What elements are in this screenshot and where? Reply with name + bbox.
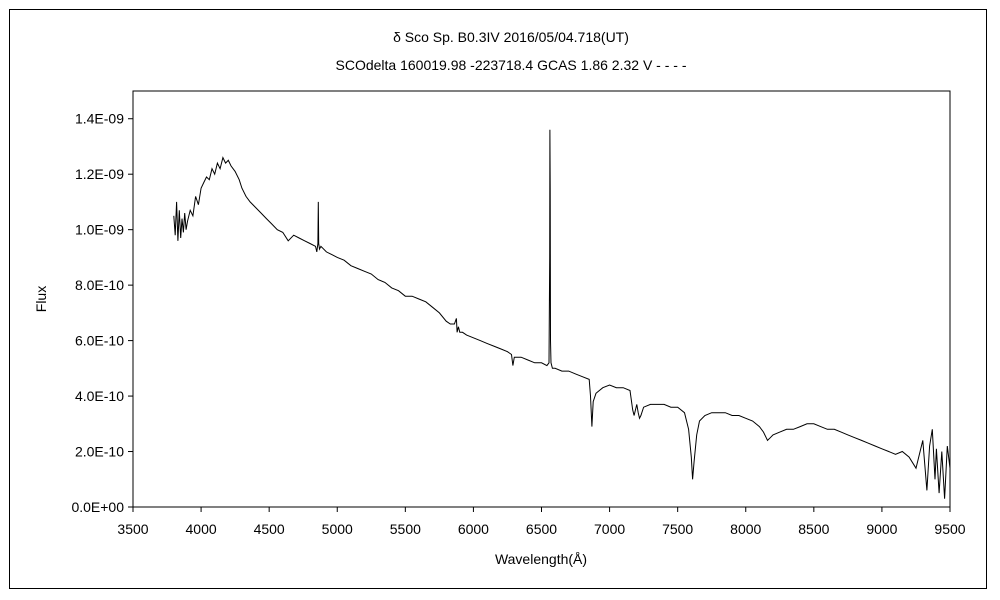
x-tick-label: 9000 [866, 521, 897, 537]
x-tick-label: 4500 [254, 521, 285, 537]
y-tick-label: 4.0E-10 [75, 388, 124, 404]
spectrum-series-line [173, 129, 951, 499]
x-tick-label: 7000 [594, 521, 625, 537]
y-tick-label: 1.0E-09 [75, 222, 124, 238]
x-axis-label: Wavelength(Å) [495, 551, 587, 567]
chart-subtitle: SCOdelta 160019.98 -223718.4 GCAS 1.86 2… [336, 57, 687, 73]
x-axis: 3500 4000 4500 5000 5500 6000 6500 7000 7500 8000… [117, 507, 966, 537]
x-tick-label: 8000 [730, 521, 761, 537]
y-tick-label: 1.4E-09 [75, 111, 124, 127]
chart-title: δ Sco Sp. B0.3IV 2016/05/04.718(UT) [393, 29, 629, 45]
y-tick-label: 1.2E-09 [75, 166, 124, 182]
y-axis: 0.0E+00 2.0E-10 4.0E-10 6.0E-10 8.0E-10 1.0E-… [71, 111, 133, 515]
chart-frame [9, 9, 987, 589]
y-axis-label: Flux [33, 286, 49, 312]
y-tick-label: 6.0E-10 [75, 333, 124, 349]
x-tick-label: 6000 [458, 521, 489, 537]
x-tick-label: 4000 [186, 521, 217, 537]
x-tick-label: 9500 [934, 521, 965, 537]
y-tick-label: 8.0E-10 [75, 277, 124, 293]
plot-area [132, 90, 951, 508]
x-tick-label: 7500 [662, 521, 693, 537]
x-tick-label: 5500 [390, 521, 421, 537]
y-tick-label: 2.0E-10 [75, 444, 124, 460]
x-tick-label: 8500 [798, 521, 829, 537]
x-tick-label: 3500 [117, 521, 148, 537]
x-tick-label: 5000 [322, 521, 353, 537]
y-tick-label: 0.0E+00 [71, 499, 124, 515]
x-tick-label: 6500 [526, 521, 557, 537]
